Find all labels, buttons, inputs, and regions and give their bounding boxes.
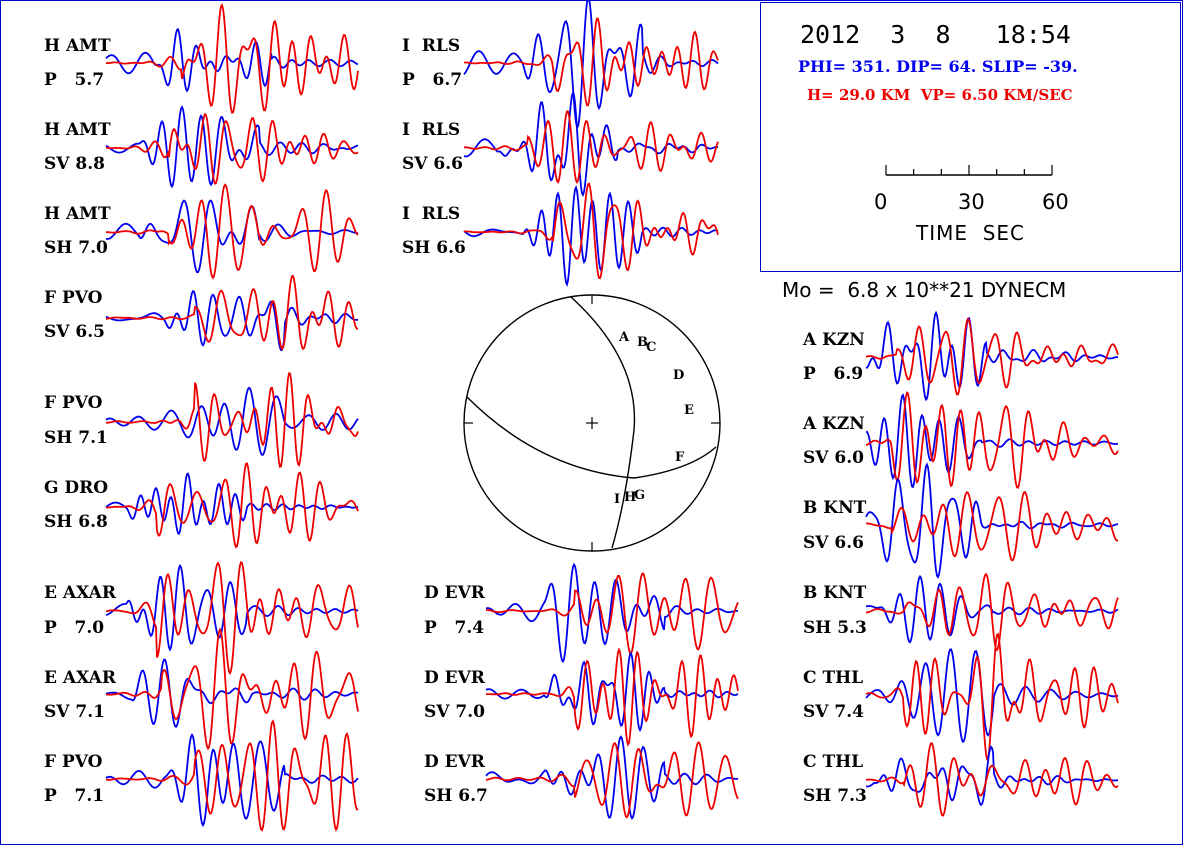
synthetic-trace	[865, 742, 1119, 817]
trace-label-station: D EVR	[424, 583, 485, 603]
trace-label-phase: SV 6.6	[402, 154, 463, 174]
observed-trace	[463, 0, 719, 128]
trace-label-station: D EVR	[424, 752, 485, 772]
synthetic-trace	[463, 17, 719, 107]
trace-label-station: F PVO	[44, 752, 103, 772]
observed-trace	[105, 658, 359, 729]
synthetic-trace	[865, 317, 1119, 396]
trace-label-station: I RLS	[402, 204, 461, 224]
mechanism-parameters: PHI= 351. DIP= 64. SLIP= -39.	[798, 57, 1078, 76]
observed-trace	[485, 651, 739, 733]
observed-trace	[485, 562, 738, 664]
trace-label-station: E AXAR	[44, 583, 116, 603]
observed-trace	[105, 386, 359, 456]
scale-tick-label: 30	[958, 190, 985, 214]
synthetic-trace	[485, 741, 739, 819]
trace-label-station: B KNT	[803, 583, 867, 603]
trace-label-phase: P 7.0	[44, 618, 105, 638]
trace-label-station: D EVR	[424, 668, 485, 688]
trace-label-station: H AMT	[44, 36, 111, 56]
trace-label-phase: SV 6.0	[803, 448, 864, 468]
trace-label-phase: SV 7.0	[424, 702, 485, 722]
trace-label-phase: SH 5.3	[803, 618, 867, 638]
observed-trace	[105, 733, 359, 828]
synthetic-trace	[486, 647, 739, 747]
station-marker: D	[673, 368, 685, 383]
trace-label-station: G DRO	[44, 478, 109, 498]
trace-label-phase: SV 7.4	[803, 702, 864, 722]
synthetic-trace	[106, 3, 359, 114]
observed-trace	[865, 745, 1119, 807]
trace-label-phase: P 6.7	[402, 70, 463, 90]
station-marker: I	[614, 492, 621, 507]
trace-label-station: I RLS	[402, 120, 461, 140]
trace-label-phase: SV 8.8	[44, 154, 105, 174]
trace-label-station: C THL	[803, 752, 864, 772]
station-marker: C	[646, 340, 657, 355]
scale-tick-label: 0	[874, 190, 888, 214]
observed-trace	[105, 28, 359, 93]
synthetic-trace	[463, 110, 719, 185]
trace-label-phase: P 5.7	[44, 70, 105, 90]
synthetic-trace	[105, 274, 359, 351]
trace-label-phase: SH 7.3	[803, 786, 867, 806]
trace-label-phase: SV 7.1	[44, 702, 105, 722]
synthetic-trace	[106, 372, 359, 469]
station-marker: E	[684, 403, 694, 418]
time-scale-label: TIME SEC	[916, 221, 1026, 245]
synthetic-trace	[485, 572, 739, 655]
trace-label-station: H AMT	[44, 120, 111, 140]
synthetic-trace	[865, 632, 1119, 761]
synthetic-trace	[865, 391, 1119, 489]
trace-label-station: F PVO	[44, 288, 103, 308]
station-marker: F	[675, 450, 685, 465]
observed-trace	[485, 735, 739, 820]
synthetic-trace	[105, 112, 359, 186]
synthetic-trace	[105, 560, 359, 676]
trace-label-station: E AXAR	[44, 668, 116, 688]
station-marker: H	[624, 490, 637, 505]
synthetic-trace	[106, 462, 359, 549]
observed-trace	[105, 289, 359, 352]
station-marker: A	[619, 330, 630, 345]
observed-trace	[105, 563, 359, 652]
trace-label-phase: SV 6.6	[803, 533, 864, 553]
observed-trace	[865, 393, 1119, 489]
trace-label-phase: P 6.9	[803, 364, 864, 384]
synthetic-trace	[866, 490, 1119, 562]
event-date: 2012 3 8 18:54	[800, 20, 1071, 49]
scale-tick-label: 60	[1042, 190, 1069, 214]
depth-velocity: H= 29.0 KM VP= 6.50 KM/SEC	[807, 86, 1073, 104]
trace-label-station: A KZN	[803, 414, 865, 434]
trace-label-phase: SH 6.6	[402, 238, 466, 258]
seismic-moment: Mo = 6.8 x 10**21 DYNECM	[782, 278, 1067, 302]
nodal-plane	[466, 396, 717, 479]
observed-trace	[865, 310, 1118, 402]
trace-label-phase: SH 7.0	[44, 238, 108, 258]
trace-label-phase: SV 6.5	[44, 322, 105, 342]
synthetic-trace	[866, 572, 1119, 652]
trace-label-station: I RLS	[402, 36, 461, 56]
synthetic-trace	[105, 627, 359, 751]
synthetic-trace	[105, 719, 359, 832]
trace-label-station: F PVO	[44, 393, 103, 413]
trace-label-phase: P 7.4	[424, 618, 485, 638]
trace-label-station: H AMT	[44, 204, 111, 224]
trace-label-phase: SH 6.7	[424, 786, 488, 806]
observed-trace	[865, 462, 1119, 579]
synthetic-trace	[463, 182, 719, 280]
trace-label-station: A KZN	[803, 330, 865, 350]
info-box	[760, 2, 1181, 272]
trace-label-station: C THL	[803, 668, 864, 688]
station-marker: B	[637, 335, 648, 350]
synthetic-trace	[105, 183, 359, 280]
trace-label-station: B KNT	[803, 498, 867, 518]
trace-label-phase: P 7.1	[44, 786, 105, 806]
trace-label-phase: SH 6.8	[44, 512, 108, 532]
trace-label-phase: SH 7.1	[44, 428, 108, 448]
station-marker: G	[634, 488, 646, 503]
nodal-plane	[570, 296, 636, 549]
